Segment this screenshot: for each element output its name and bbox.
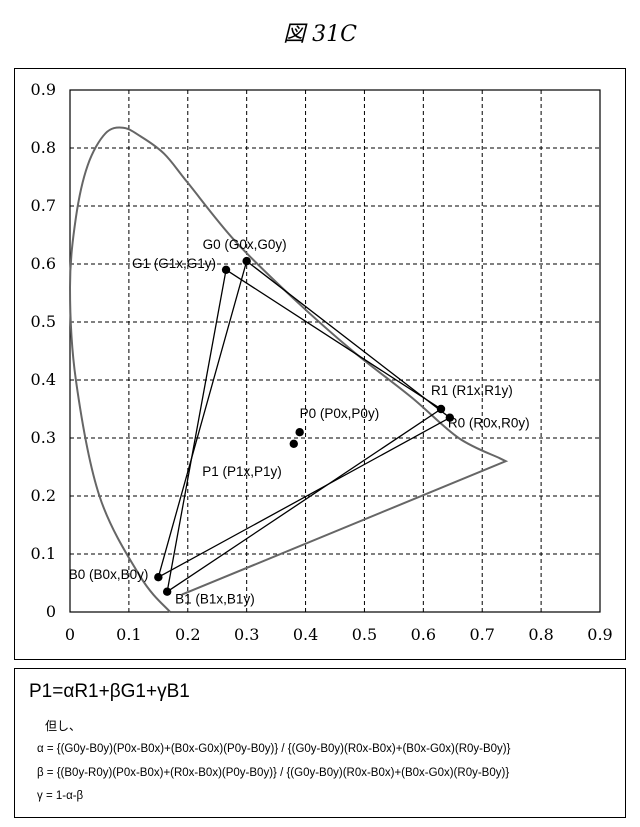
y-tick-label: 0 [46, 602, 56, 621]
chart-point [222, 266, 230, 274]
chart-point [295, 428, 303, 436]
plot-area-border [70, 90, 600, 612]
tick-layer: 0 0.1 0.2 0.3 0.4 0.5 0.6 0.7 0.8 0.9 0 0.1 0.2 0.3 0.… [31, 80, 613, 644]
x-tick-label: 0.8 [528, 625, 553, 644]
y-tick-label: 0.1 [31, 544, 56, 563]
y-tick-label: 0.2 [31, 486, 56, 505]
x-tick-label: 0.5 [352, 625, 377, 644]
formula-panel: P1=αR1+βG1+γB1 但し、 α = {(G0y-B0y)(P0x-B0… [14, 668, 626, 818]
point-label: R0 (R0x,R0y) [448, 416, 530, 431]
x-tick-label: 0.3 [234, 625, 259, 644]
grid-layer [70, 90, 600, 612]
point-label: P1 (P1x,P1y) [202, 464, 282, 479]
figure-title: 図 31C [0, 16, 640, 48]
beta-equation: β = {(B0y-R0y)(P0x-B0x)+(R0x-B0x)(P0y-B0… [37, 767, 509, 779]
alpha-equation: α = {(G0y-B0y)(P0x-B0x)+(B0x-G0x)(P0y-B0… [37, 743, 510, 755]
point-label: G1 (G1x,G1y) [132, 256, 216, 271]
chart-point [437, 405, 445, 413]
gamma-equation: γ = 1-α-β [37, 790, 83, 802]
chart-point [242, 257, 250, 265]
chart-point [163, 588, 171, 596]
x-tick-label: 0 [65, 625, 75, 644]
y-tick-label: 0.3 [31, 428, 56, 447]
y-tick-label: 0.5 [31, 312, 56, 331]
x-tick-label: 0.2 [175, 625, 200, 644]
chromaticity-chart: 0 0.1 0.2 0.3 0.4 0.5 0.6 0.7 0.8 0.9 0 0.1 0.2 0.3 0.… [15, 69, 625, 659]
x-tick-label: 0.6 [411, 625, 436, 644]
spectral-locus-layer [70, 128, 506, 612]
point-label: R1 (R1x,R1y) [431, 383, 513, 398]
y-tick-label: 0.7 [31, 196, 56, 215]
y-tick-label: 0.4 [31, 370, 56, 389]
y-tick-label: 0.9 [31, 80, 56, 99]
triangle-layer [158, 261, 450, 592]
point-label: B1 (B1x,B1y) [175, 592, 255, 607]
point-label: P0 (P0x,P0y) [300, 406, 380, 421]
chart-panel: 0 0.1 0.2 0.3 0.4 0.5 0.6 0.7 0.8 0.9 0 0.1 0.2 0.3 0.… [14, 68, 626, 660]
point-label: B0 (B0x,B0y) [69, 567, 149, 582]
spectral-locus [70, 128, 506, 612]
x-tick-label: 0.7 [469, 625, 494, 644]
main-equation: P1=αR1+βG1+γB1 [29, 681, 190, 703]
x-tick-label: 0.9 [587, 625, 612, 644]
x-tick-label: 0.4 [293, 625, 318, 644]
point-label: G0 (G0x,G0y) [203, 237, 287, 252]
x-tick-label: 0.1 [116, 625, 141, 644]
y-tick-label: 0.6 [31, 254, 56, 273]
chart-point [290, 440, 298, 448]
chart-point [154, 573, 162, 581]
y-tick-label: 0.8 [31, 138, 56, 157]
formula-note: 但し、 [45, 717, 81, 734]
point-layer: G0 (G0x,G0y) G1 (G1x,G1y) R1 (R1x,R1y) R0 (… [69, 237, 530, 607]
